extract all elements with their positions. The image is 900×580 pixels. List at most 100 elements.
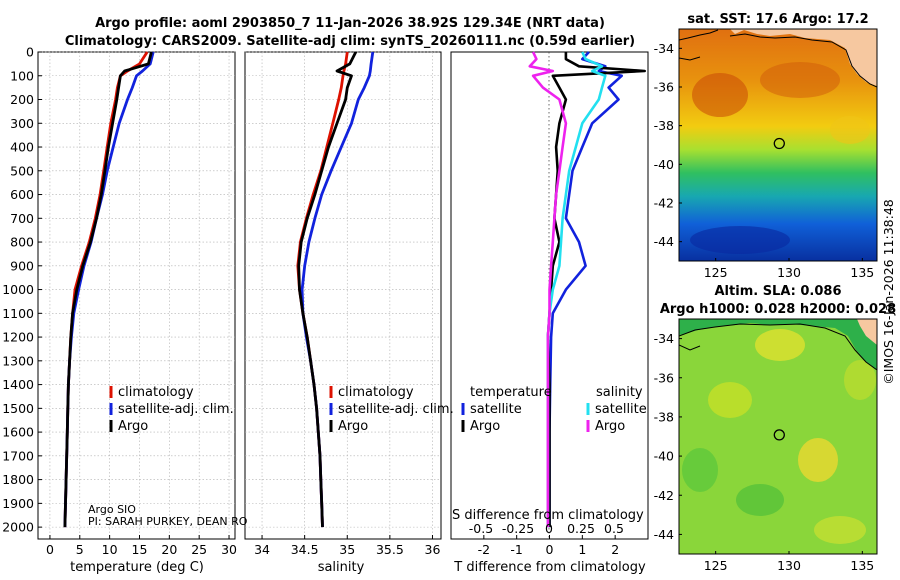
figure-title-line1: Argo profile: aoml 2903850_7 11-Jan-2026… (95, 16, 605, 31)
x-tick-label: 5 (76, 542, 84, 557)
map-lon-label: 135 (850, 558, 874, 573)
legend-label-satellite: satellite-adj. clim. (118, 402, 234, 417)
y-tick-label: 1800 (2, 472, 34, 487)
y-tick-label: 500 (10, 163, 34, 178)
x-tick-label: 30 (221, 542, 237, 557)
sla-coastline (679, 323, 877, 371)
legend-label-climatology: climatology (338, 385, 414, 400)
argo-location-marker (773, 137, 785, 150)
legend-title-salinity: salinity (596, 385, 643, 400)
s-difference-tick-label: 0.25 (567, 521, 595, 536)
temperature-xlabel: temperature (deg C) (70, 560, 204, 575)
map-lat-label: -36 (654, 80, 674, 95)
x-tick-label: 36 (425, 542, 441, 557)
salinity-profile-panel: 34 34.5 35 35.5 36 salinity climatology sate… (244, 51, 454, 575)
salinity-axes-frame (244, 51, 442, 540)
map-lat-label: -38 (654, 409, 674, 424)
series-line-salinity-satellite (546, 51, 607, 528)
sla-map-title-line1: Altim. SLA: 0.086 (715, 284, 842, 299)
series-line-argo (297, 51, 358, 528)
x-tick-label: 34.5 (291, 542, 319, 557)
legend-label-temp-argo: Argo (470, 419, 500, 434)
series-line-argo (63, 51, 153, 528)
y-tick-label: 1900 (2, 496, 34, 511)
argo-note-line2: PI: SARAH PURKEY, DEAN RO (88, 515, 248, 528)
sla-high-patch (844, 360, 876, 400)
y-tick-label: 1100 (2, 306, 34, 321)
legend-label-temp-satellite: satellite (470, 402, 522, 417)
legend-label-satellite: satellite-adj. clim. (338, 402, 454, 417)
sla-map-frame (678, 318, 878, 555)
difference-xlabel: T difference from climatology (453, 560, 646, 575)
y-tick-label: 1200 (2, 330, 34, 345)
map-lat-label: -44 (654, 234, 674, 249)
map-lat-label: -40 (654, 449, 674, 464)
sla-high-patch (708, 382, 752, 418)
y-tick-label: 600 (10, 187, 34, 202)
figure-title-line2: Climatology: CARS2009. Satellite-adj cli… (65, 34, 635, 49)
x-tick-label: -2 (478, 542, 490, 557)
sst-depth-contour (679, 56, 701, 61)
s-difference-tick-label: 0 (545, 521, 553, 536)
temperature-profile-panel: 0100200300400500600700800900100011001200… (2, 45, 248, 576)
series-line-temperature-argo (546, 52, 647, 528)
sla-high-patch (755, 329, 805, 361)
map-lat-label: -44 (654, 527, 674, 542)
sst-patch (830, 116, 870, 144)
salinity-xlabel: salinity (318, 560, 365, 575)
temperature-legend: climatology satellite-adj. clim. Argo (109, 385, 234, 434)
map-lat-label: -42 (654, 196, 674, 211)
y-tick-label: 900 (10, 258, 34, 273)
sla-map-panel: Altim. SLA: 0.086 Argo h1000: 0.028 h200… (654, 284, 897, 573)
sla-map-title-line2: Argo h1000: 0.028 h2000: 0.028 (660, 302, 896, 317)
y-tick-label: 2000 (2, 520, 34, 535)
map-lat-label: -38 (654, 118, 674, 133)
legend-label-argo: Argo (338, 419, 368, 434)
s-difference-tick-label: -0.5 (469, 521, 493, 536)
map-lat-label: -36 (654, 370, 674, 385)
s-difference-tick-label: 0.5 (604, 521, 624, 536)
x-tick-label: 25 (191, 542, 207, 557)
sla-land-mask (679, 319, 877, 370)
sst-coastline (729, 33, 877, 88)
sla-depth-contour (679, 344, 701, 351)
sst-warm-patch (692, 73, 748, 117)
y-tick-label: 1700 (2, 448, 34, 463)
x-tick-label: 34 (254, 542, 270, 557)
y-tick-label: 300 (10, 116, 34, 131)
sst-cold-patch (690, 226, 790, 254)
sst-field (679, 29, 877, 261)
sla-high-patch (798, 438, 838, 482)
y-tick-label: 1500 (2, 401, 34, 416)
x-tick-label: 35.5 (376, 542, 404, 557)
imos-credit: ©IMOS 16-Jan-2026 11:38:48 (881, 199, 896, 385)
y-tick-label: 1300 (2, 353, 34, 368)
sst-land-australia (679, 29, 877, 86)
sla-high-patch (814, 516, 866, 544)
x-tick-label: 15 (132, 542, 148, 557)
sla-low-patch (736, 484, 784, 516)
x-tick-label: -1 (510, 542, 522, 557)
sst-map-title: sat. SST: 17.6 Argo: 17.2 (687, 12, 868, 27)
sst-map-frame (678, 28, 878, 262)
legend-label-argo: Argo (118, 419, 148, 434)
sst-warm-patch (760, 62, 840, 98)
salinity-legend: climatology satellite-adj. clim. Argo (329, 385, 454, 434)
sla-low-patch (682, 448, 718, 492)
argo-note-line1: Argo SIO (88, 503, 136, 516)
x-tick-label: 1 (578, 542, 586, 557)
legend-label-climatology: climatology (118, 385, 194, 400)
argo-location-marker (773, 429, 785, 441)
series-line-salinity-argo (528, 51, 568, 528)
y-tick-label: 200 (10, 92, 34, 107)
s-difference-tick-label: -0.25 (502, 521, 534, 536)
map-lon-label: 135 (850, 265, 874, 280)
map-lon-label: 125 (704, 558, 728, 573)
x-tick-label: 2 (611, 542, 619, 557)
x-tick-label: 35 (339, 542, 355, 557)
difference-profile-panel: -2 -1 0 1 2 T difference from climatology te… (450, 51, 649, 575)
y-tick-label: 1400 (2, 377, 34, 392)
x-tick-label: 0 (46, 542, 54, 557)
x-tick-label: 0 (546, 542, 554, 557)
